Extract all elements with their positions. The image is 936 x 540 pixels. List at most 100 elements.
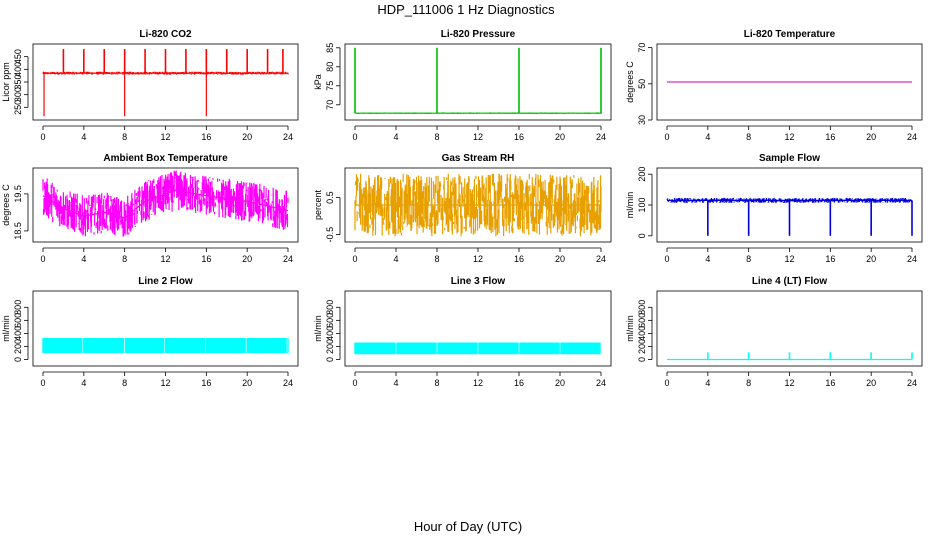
y-tick-label: 70 <box>637 43 647 53</box>
x-tick-label: 20 <box>242 378 252 388</box>
y-tick-label: 400 <box>637 326 647 341</box>
x-tick-label: 4 <box>393 132 398 142</box>
y-tick-label: 200 <box>325 339 335 354</box>
x-tick-label: 20 <box>242 132 252 142</box>
x-tick-label: 12 <box>784 132 794 142</box>
x-tick-label: 16 <box>825 254 835 264</box>
x-tick-label: 4 <box>393 254 398 264</box>
plot-frame <box>344 290 612 367</box>
panel-title: Line 3 Flow <box>451 276 506 287</box>
chart-panel-4: Ambient Box Temperature degrees C 0 4 8 12 16 2… <box>1 153 299 264</box>
x-tick-label: 16 <box>201 132 211 142</box>
y-tick-label: 400 <box>13 62 23 77</box>
chart-panel-9: Line 4 (LT) Flow ml/min 0 4 8 12 16 20 24 0 200400… <box>625 276 923 388</box>
x-axis: 0 4 8 12 16 20 24 <box>352 125 606 142</box>
y-tick-label: 600 <box>325 313 335 328</box>
x-axis: 0 4 8 12 16 20 24 <box>352 371 606 388</box>
x-tick-label: 20 <box>555 254 565 264</box>
y-axis: -0.5 0.5 <box>325 191 341 242</box>
x-axis: 0 4 8 12 16 20 24 <box>664 247 917 264</box>
y-axis-label: ml/min <box>625 192 635 219</box>
x-tick-label: 0 <box>40 132 45 142</box>
x-tick-label: 0 <box>40 254 45 264</box>
chart-panel-2: Li-820 Pressure kPa 0 4 8 12 16 20 24 70 75 80 85 <box>313 29 612 142</box>
y-tick-label: 600 <box>637 313 647 328</box>
y-axis: 18.5 19.5 <box>13 185 29 240</box>
x-tick-label: 4 <box>81 254 86 264</box>
x-tick-label: 24 <box>596 378 606 388</box>
y-tick-label: 250 <box>13 100 23 115</box>
x-axis: 0 4 8 12 16 20 24 <box>352 247 606 264</box>
data-series <box>42 338 289 353</box>
x-tick-label: 12 <box>160 132 170 142</box>
x-tick-label: 16 <box>514 132 524 142</box>
panel-title: Li-820 CO2 <box>139 29 192 40</box>
y-axis: 70 75 80 85 <box>325 43 341 110</box>
y-tick-label: 600 <box>13 313 23 328</box>
y-tick-label: 19.5 <box>13 185 23 203</box>
x-tick-label: 0 <box>664 378 669 388</box>
y-tick-label: 0 <box>325 357 335 362</box>
x-tick-label: 8 <box>746 378 751 388</box>
x-tick-label: 4 <box>705 378 710 388</box>
x-axis: 0 4 8 12 16 20 24 <box>40 247 293 264</box>
x-tick-label: 16 <box>825 132 835 142</box>
x-axis: 0 4 8 12 16 20 24 <box>40 371 293 388</box>
x-tick-label: 8 <box>434 378 439 388</box>
plot-frame <box>656 167 923 243</box>
y-tick-label: 800 <box>325 300 335 315</box>
data-series <box>667 352 913 361</box>
x-axis-label: Hour of Day (UTC) <box>414 519 522 534</box>
y-tick-label: 400 <box>13 326 23 341</box>
y-axis-label: ml/min <box>313 315 323 342</box>
x-tick-label: 4 <box>81 378 86 388</box>
x-tick-label: 0 <box>664 132 669 142</box>
chart-panel-7: Line 2 Flow ml/min 0 4 8 12 16 20 24 0 20040060080… <box>1 276 299 388</box>
data-series <box>42 170 289 237</box>
y-axis-label: ml/min <box>625 315 635 342</box>
y-tick-label: 50 <box>637 79 647 89</box>
y-axis-label: kPa <box>313 74 323 90</box>
y-tick-label: 300 <box>13 87 23 102</box>
panel-title: Li-820 Temperature <box>744 29 836 40</box>
y-tick-label: 200 <box>637 339 647 354</box>
chart-panel-8: Line 3 Flow ml/min 0 4 8 12 16 20 24 0 20040060080… <box>313 276 612 388</box>
x-tick-label: 4 <box>393 378 398 388</box>
x-tick-label: 4 <box>705 132 710 142</box>
x-tick-label: 24 <box>596 132 606 142</box>
y-tick-label: 30 <box>637 115 647 125</box>
x-tick-label: 16 <box>514 254 524 264</box>
data-series <box>42 49 289 117</box>
x-tick-label: 12 <box>160 378 170 388</box>
data-series <box>354 342 601 355</box>
x-tick-label: 8 <box>434 132 439 142</box>
y-tick-label: 400 <box>325 326 335 341</box>
x-tick-label: 12 <box>473 254 483 264</box>
plot-frame <box>32 43 299 121</box>
panel-title: Sample Flow <box>759 153 820 164</box>
x-tick-label: 0 <box>352 254 357 264</box>
data-band <box>42 338 289 353</box>
x-tick-label: 16 <box>201 254 211 264</box>
y-tick-label: 200 <box>637 167 647 182</box>
y-tick-label: 450 <box>13 49 23 64</box>
y-axis-label: Licor ppm <box>1 62 11 102</box>
x-tick-label: 4 <box>705 254 710 264</box>
y-tick-label: 350 <box>13 74 23 89</box>
x-tick-label: 8 <box>746 254 751 264</box>
x-tick-label: 4 <box>81 132 86 142</box>
y-tick-label: 0.5 <box>325 191 335 204</box>
x-tick-label: 24 <box>596 254 606 264</box>
x-tick-label: 0 <box>352 378 357 388</box>
x-axis: 0 4 8 12 16 20 24 <box>664 125 917 142</box>
x-tick-label: 20 <box>242 254 252 264</box>
data-series <box>354 173 602 237</box>
figure-title: HDP_111006 1 Hz Diagnostics <box>377 2 555 17</box>
y-tick-label: 0 <box>13 357 23 362</box>
